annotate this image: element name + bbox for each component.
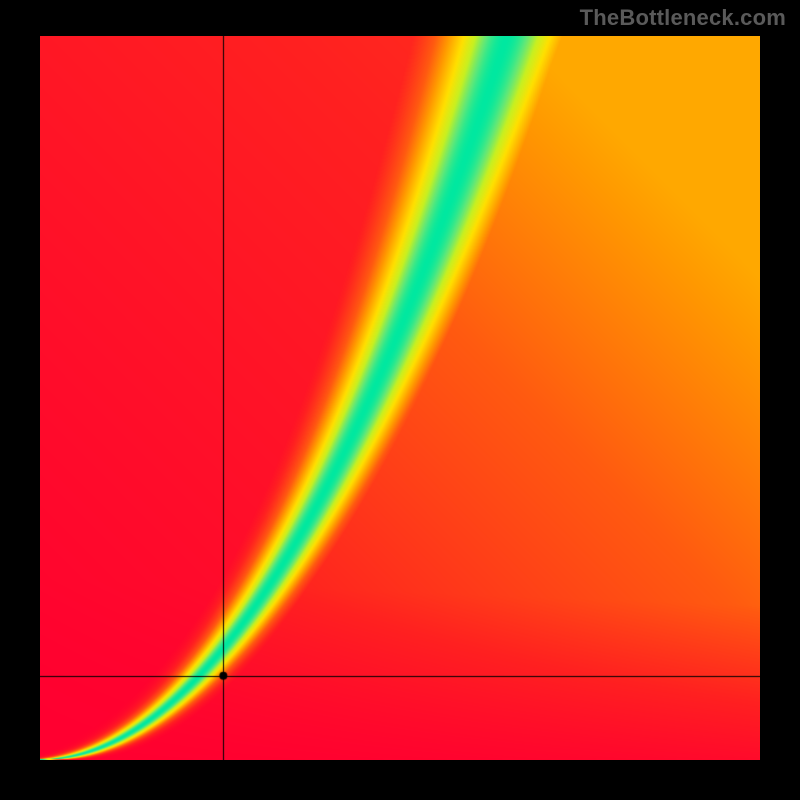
attribution-text: TheBottleneck.com bbox=[580, 5, 786, 31]
chart-container: { "attribution": { "text": "TheBottlenec… bbox=[0, 0, 800, 800]
bottleneck-heatmap bbox=[40, 36, 760, 760]
